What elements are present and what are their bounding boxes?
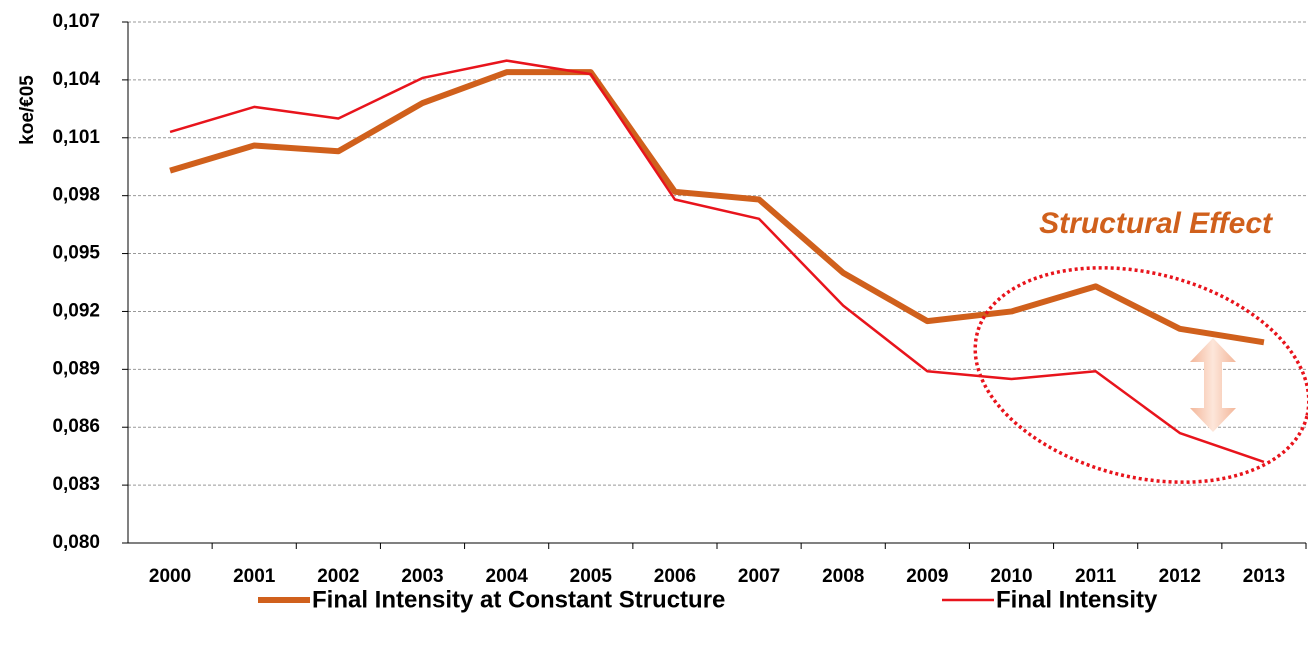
line bbox=[169, 69, 1265, 346]
x-tick-label: 2013 bbox=[1243, 566, 1285, 587]
x-tick-label: 2003 bbox=[401, 566, 443, 587]
highlight-ellipse bbox=[973, 266, 1308, 484]
x-tick-label: 2002 bbox=[317, 566, 359, 587]
y-tick-label: 0,086 bbox=[52, 416, 100, 437]
y-tick-label: 0,098 bbox=[52, 185, 100, 206]
annotation: Structural Effect bbox=[1039, 207, 1274, 240]
y-tick-label: 0,107 bbox=[52, 11, 100, 32]
x-tick-label: 2004 bbox=[486, 566, 529, 587]
y-tick-label: 0,104 bbox=[52, 69, 100, 90]
y-tick-label: 0,083 bbox=[52, 474, 100, 495]
x-tick-label: 2005 bbox=[570, 566, 613, 587]
y-tick-label: 0,095 bbox=[52, 243, 100, 264]
gap-arrow bbox=[1190, 338, 1236, 432]
x-tick-label: 2012 bbox=[1159, 566, 1201, 587]
y-tick-label: 0,080 bbox=[52, 532, 100, 553]
x-tick-label: 2001 bbox=[233, 566, 276, 587]
x-tick-label: 2000 bbox=[149, 566, 191, 587]
y-tick-label: 0,089 bbox=[52, 358, 100, 379]
legend-label: Final Intensity bbox=[996, 586, 1158, 613]
y-tick-label: 0,101 bbox=[52, 127, 100, 148]
x-tick-label: 2007 bbox=[738, 566, 780, 587]
x-tick-label: 2009 bbox=[906, 566, 948, 587]
legend-label: Final Intensity at Constant Structure bbox=[312, 586, 725, 613]
x-tick-label: 2008 bbox=[822, 566, 864, 587]
x-tick-label: 2006 bbox=[654, 566, 696, 587]
x-tick-label: 2011 bbox=[1075, 566, 1117, 587]
y-tick-label: 0,092 bbox=[52, 300, 100, 321]
y-axis-label: koe/€05 bbox=[17, 75, 38, 145]
line bbox=[169, 59, 1265, 464]
x-tick-label: 2010 bbox=[990, 566, 1032, 587]
